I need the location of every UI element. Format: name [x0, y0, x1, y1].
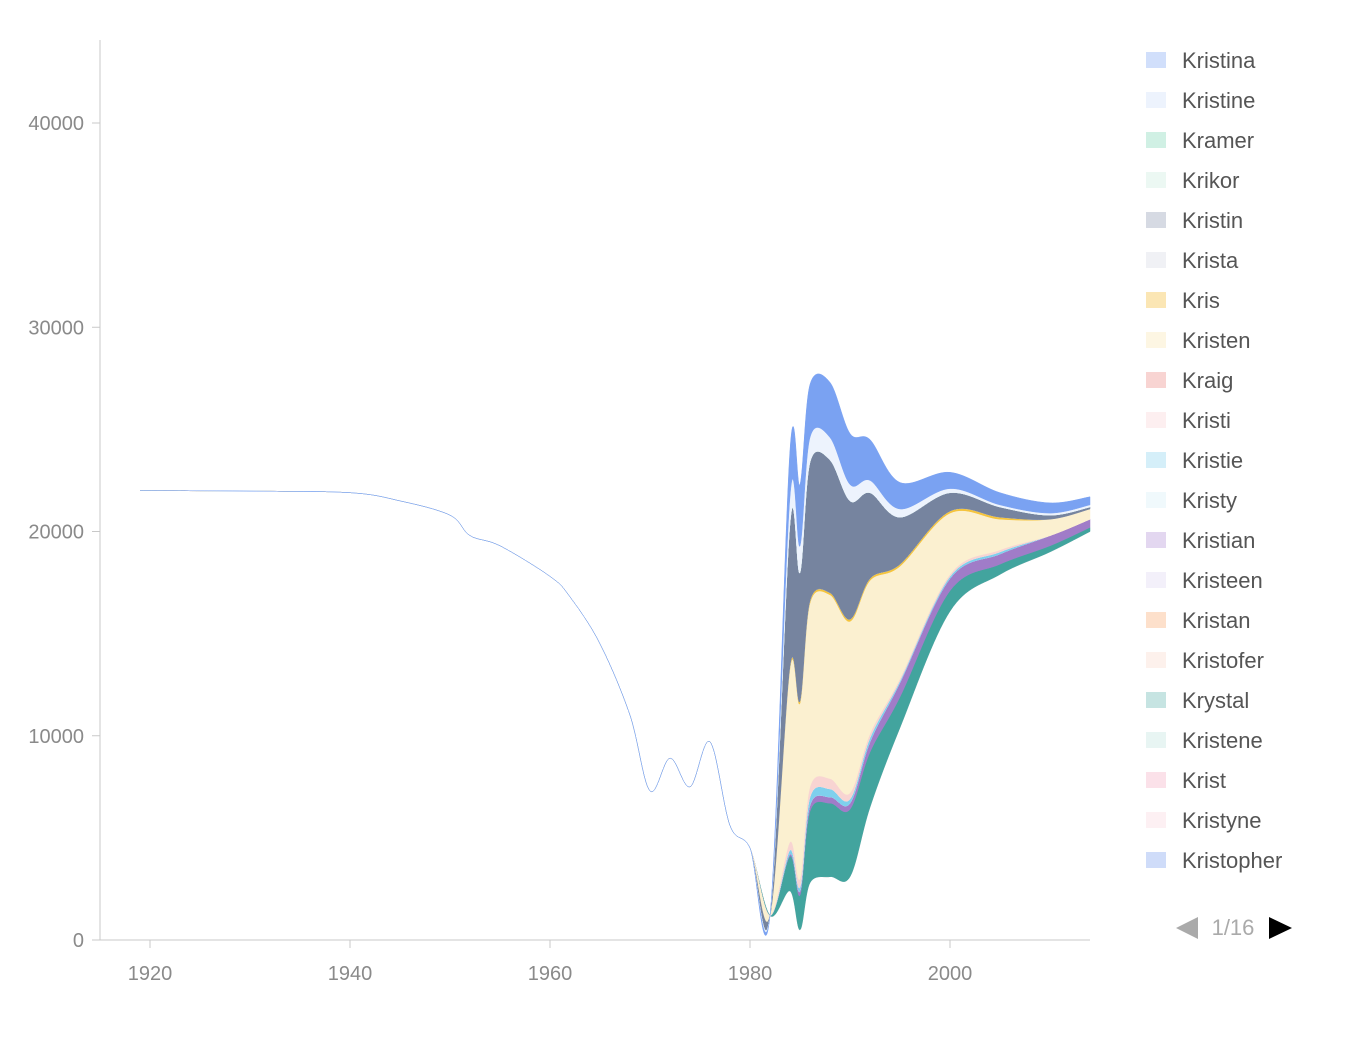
legend-label: Kristene: [1182, 728, 1263, 753]
legend-swatch: [1146, 852, 1166, 868]
legend-label: Kraig: [1182, 368, 1233, 393]
y-axis-ticks: 0 10000 20000 30000 40000: [28, 113, 100, 952]
legend: Kristina Kristine Kramer Krikor Kristin Krist…: [1146, 48, 1282, 873]
legend-swatch: [1146, 92, 1166, 108]
legend-label: Kristan: [1182, 608, 1250, 633]
pager-prev-icon[interactable]: [1176, 917, 1198, 939]
legend-item-kris[interactable]: Kris: [1146, 288, 1220, 313]
legend-item-kristen[interactable]: Kristen: [1146, 328, 1250, 353]
legend-swatch: [1146, 292, 1166, 308]
legend-item-kristy[interactable]: Kristy: [1146, 488, 1237, 513]
legend-item-kristeen[interactable]: Kristeen: [1146, 568, 1263, 593]
legend-label: Krist: [1182, 768, 1226, 793]
axes: [99, 40, 1090, 941]
y-tick-label: 30000: [28, 317, 84, 339]
legend-label: Krystal: [1182, 688, 1249, 713]
legend-item-kristopher[interactable]: Kristopher: [1146, 848, 1282, 873]
legend-item-kraig[interactable]: Kraig: [1146, 368, 1233, 393]
x-tick-label: 2000: [928, 963, 973, 985]
legend-label: Kristi: [1182, 408, 1231, 433]
legend-pager: 1/16: [1176, 915, 1292, 940]
stream-layer-kristina[interactable]: [139, 373, 1091, 936]
legend-swatch: [1146, 412, 1166, 428]
legend-item-kristina[interactable]: Kristina: [1146, 48, 1256, 73]
legend-item-krystal[interactable]: Krystal: [1146, 688, 1249, 713]
stream-layer-kristen[interactable]: [139, 490, 1091, 923]
stream-layers: [139, 373, 1091, 936]
legend-swatch: [1146, 532, 1166, 548]
pager-label: 1/16: [1212, 915, 1255, 940]
legend-item-krikor[interactable]: Krikor: [1146, 168, 1239, 193]
legend-label: Kristofer: [1182, 648, 1264, 673]
pager-next-icon[interactable]: [1269, 917, 1292, 939]
legend-item-kristyne[interactable]: Kristyne: [1146, 808, 1261, 833]
legend-label: Kristeen: [1182, 568, 1263, 593]
legend-item-krista[interactable]: Krista: [1146, 248, 1239, 273]
legend-swatch: [1146, 492, 1166, 508]
legend-label: Kristina: [1182, 48, 1256, 73]
legend-label: Kristen: [1182, 328, 1250, 353]
legend-swatch: [1146, 612, 1166, 628]
legend-item-krist[interactable]: Krist: [1146, 768, 1226, 793]
x-tick-label: 1920: [128, 963, 173, 985]
legend-item-kristan[interactable]: Kristan: [1146, 608, 1250, 633]
legend-item-kristofer[interactable]: Kristofer: [1146, 648, 1264, 673]
x-axis-ticks: 1920 1940 1960 1980 2000: [128, 940, 973, 985]
legend-swatch: [1146, 732, 1166, 748]
legend-swatch: [1146, 452, 1166, 468]
legend-item-kristine[interactable]: Kristine: [1146, 88, 1255, 113]
legend-item-kristi[interactable]: Kristi: [1146, 408, 1231, 433]
legend-label: Krista: [1182, 248, 1239, 273]
legend-label: Kristyne: [1182, 808, 1261, 833]
legend-swatch: [1146, 132, 1166, 148]
legend-swatch: [1146, 692, 1166, 708]
legend-swatch: [1146, 652, 1166, 668]
legend-swatch: [1146, 212, 1166, 228]
legend-label: Kristie: [1182, 448, 1243, 473]
legend-label: Kramer: [1182, 128, 1254, 153]
y-tick-label: 20000: [28, 522, 84, 544]
legend-label: Kristin: [1182, 208, 1243, 233]
legend-swatch: [1146, 812, 1166, 828]
legend-label: Kristy: [1182, 488, 1237, 513]
legend-swatch: [1146, 52, 1166, 68]
y-tick-label: 0: [73, 930, 84, 952]
legend-label: Kris: [1182, 288, 1220, 313]
legend-item-kristene[interactable]: Kristene: [1146, 728, 1263, 753]
y-tick-label: 40000: [28, 113, 84, 135]
x-tick-label: 1940: [328, 963, 373, 985]
legend-swatch: [1146, 772, 1166, 788]
legend-item-kristie[interactable]: Kristie: [1146, 448, 1243, 473]
legend-label: Kristine: [1182, 88, 1255, 113]
legend-swatch: [1146, 372, 1166, 388]
legend-label: Kristopher: [1182, 848, 1282, 873]
legend-item-kramer[interactable]: Kramer: [1146, 128, 1254, 153]
x-tick-label: 1960: [528, 963, 573, 985]
legend-label: Kristian: [1182, 528, 1255, 553]
legend-item-kristian[interactable]: Kristian: [1146, 528, 1255, 553]
legend-swatch: [1146, 332, 1166, 348]
x-tick-label: 1980: [728, 963, 773, 985]
legend-swatch: [1146, 172, 1166, 188]
y-tick-label: 10000: [28, 726, 84, 748]
legend-swatch: [1146, 252, 1166, 268]
legend-item-kristin[interactable]: Kristin: [1146, 208, 1243, 233]
legend-swatch: [1146, 572, 1166, 588]
legend-label: Krikor: [1182, 168, 1239, 193]
